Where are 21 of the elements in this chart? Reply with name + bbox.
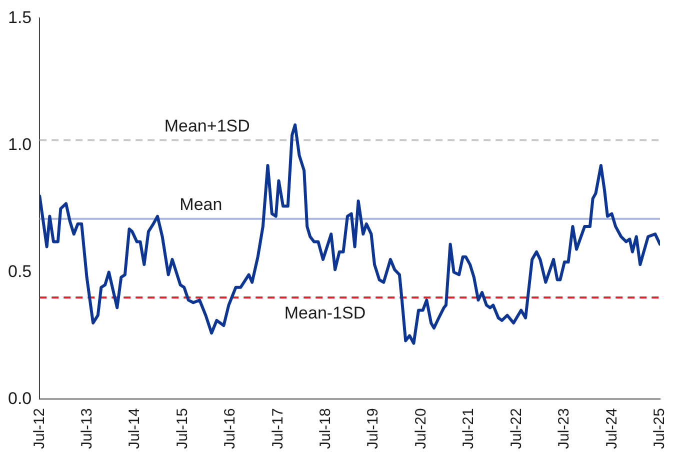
x-tick-label: Jul-19: [364, 408, 382, 450]
x-tick-label: Jul-17: [269, 408, 286, 450]
x-tick-label: Jul-25: [651, 408, 668, 450]
x-tick-label: Jul-12: [30, 408, 48, 450]
x-tick-label: Jul-15: [174, 408, 191, 450]
y-tick-label: 0.0: [8, 388, 32, 408]
x-tick-label: Jul-22: [508, 408, 525, 450]
y-tick-label: 1.5: [8, 8, 32, 27]
ref-line-label: Mean-1SD: [284, 304, 366, 323]
x-tick-label: Jul-14: [126, 408, 144, 450]
y-tick-label: 1.0: [8, 134, 32, 154]
x-tick-label: Jul-24: [603, 408, 620, 450]
x-tick-label: Jul-21: [460, 408, 478, 450]
x-tick-label: Jul-16: [222, 408, 239, 450]
ref-line-label: Mean: [180, 195, 222, 214]
y-tick-label: 0.5: [8, 262, 32, 281]
x-tick-label: Jul-18: [317, 408, 334, 450]
x-tick-label: Jul-23: [556, 408, 573, 450]
x-tick-label: Jul-20: [412, 408, 430, 450]
ref-line-label: Mean+1SD: [164, 116, 250, 136]
x-tick-label: Jul-13: [78, 408, 96, 450]
